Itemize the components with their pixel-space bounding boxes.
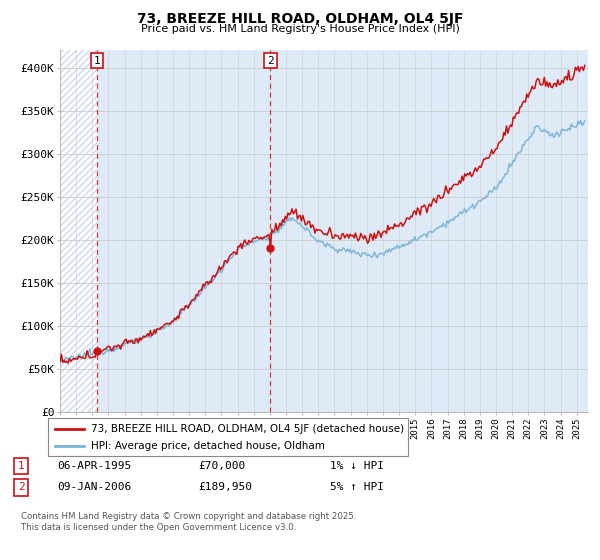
- Text: 1: 1: [93, 55, 100, 66]
- Text: 2: 2: [267, 55, 274, 66]
- Text: 06-APR-1995: 06-APR-1995: [57, 461, 131, 471]
- Text: 1% ↓ HPI: 1% ↓ HPI: [330, 461, 384, 471]
- Text: 1: 1: [17, 461, 25, 471]
- Text: HPI: Average price, detached house, Oldham: HPI: Average price, detached house, Oldh…: [91, 441, 325, 451]
- Text: £70,000: £70,000: [198, 461, 245, 471]
- Text: 73, BREEZE HILL ROAD, OLDHAM, OL4 5JF: 73, BREEZE HILL ROAD, OLDHAM, OL4 5JF: [137, 12, 463, 26]
- Text: Contains HM Land Registry data © Crown copyright and database right 2025.
This d: Contains HM Land Registry data © Crown c…: [21, 512, 356, 532]
- Text: £189,950: £189,950: [198, 482, 252, 492]
- Text: 09-JAN-2006: 09-JAN-2006: [57, 482, 131, 492]
- Text: Price paid vs. HM Land Registry's House Price Index (HPI): Price paid vs. HM Land Registry's House …: [140, 24, 460, 34]
- Text: 2: 2: [17, 482, 25, 492]
- Text: 73, BREEZE HILL ROAD, OLDHAM, OL4 5JF (detached house): 73, BREEZE HILL ROAD, OLDHAM, OL4 5JF (d…: [91, 424, 404, 434]
- Bar: [60, 50, 97, 412]
- Text: 5% ↑ HPI: 5% ↑ HPI: [330, 482, 384, 492]
